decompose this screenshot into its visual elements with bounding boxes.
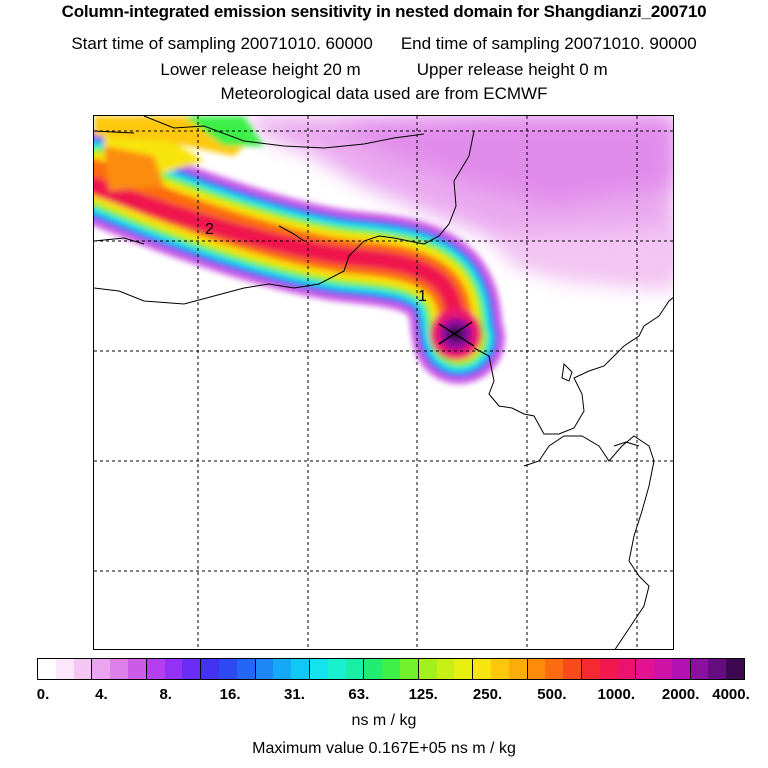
colorbar-segment bbox=[671, 659, 690, 679]
colorbar-segment bbox=[472, 659, 491, 679]
colorbar-segment bbox=[580, 659, 600, 679]
plume-label-1: 1 bbox=[418, 288, 427, 305]
end-time-label: End time of sampling 20071010. 90000 bbox=[400, 34, 697, 53]
colorbar-segment bbox=[291, 659, 309, 679]
colorbar-segment bbox=[490, 659, 509, 679]
maximum-value-label: Maximum value 0.167E+05 ns m / kg bbox=[252, 740, 516, 757]
colorbar-segment bbox=[327, 659, 346, 679]
colorbar-segment bbox=[345, 659, 364, 679]
colorbar-segment bbox=[145, 659, 165, 679]
colorbar-segment bbox=[182, 659, 201, 679]
sampling-time-line: Start time of sampling 20071010. 60000 En… bbox=[0, 34, 768, 54]
colorbar bbox=[37, 658, 745, 680]
colorbar-segment bbox=[55, 659, 74, 679]
colorbar-segment bbox=[236, 659, 255, 679]
colorbar-segment bbox=[708, 659, 727, 679]
colorbar-segment bbox=[545, 659, 564, 679]
colorbar-segment bbox=[218, 659, 237, 679]
colorbar-segment bbox=[526, 659, 546, 679]
colorbar-tick-label: 8. bbox=[159, 686, 172, 703]
colorbar-segment bbox=[308, 659, 328, 679]
colorbar-segment bbox=[38, 659, 56, 679]
colorbar-tick-label: 125. bbox=[408, 686, 438, 703]
colorbar-segment bbox=[110, 659, 128, 679]
colorbar-segment bbox=[254, 659, 274, 679]
colorbar-tick-label: 4000. bbox=[712, 686, 750, 703]
colorbar-segment bbox=[399, 659, 418, 679]
lat-lon-grid bbox=[94, 116, 673, 649]
plume-label-2: 2 bbox=[205, 221, 214, 238]
colorbar-tick-label: 16. bbox=[219, 686, 241, 703]
lower-release-label: Lower release height 20 m bbox=[160, 60, 361, 79]
receptor-marker-icon bbox=[438, 321, 475, 347]
colorbar-segment bbox=[689, 659, 709, 679]
colorbar-segment bbox=[127, 659, 146, 679]
colorbar-tick-label: 31. bbox=[284, 686, 305, 703]
colorbar-segment bbox=[164, 659, 183, 679]
colorbar-segment bbox=[417, 659, 437, 679]
colorbar-segment bbox=[73, 659, 92, 679]
sensitivity-plume bbox=[94, 116, 505, 384]
colorbar-tick-label: 250. bbox=[472, 686, 503, 703]
map-panel: 1 2 bbox=[93, 115, 674, 650]
colorbar-tick-label: 0. bbox=[36, 686, 50, 703]
colorbar-tick-label: 2000. bbox=[661, 686, 700, 703]
colorbar-tick-label: 63. bbox=[348, 686, 370, 703]
colorbar-segment bbox=[273, 659, 292, 679]
upper-release-label: Upper release height 0 m bbox=[416, 60, 608, 79]
colorbar-segment bbox=[635, 659, 655, 679]
figure-title: Column-integrated emission sensitivity i… bbox=[61, 2, 707, 21]
colorbar-segment bbox=[654, 659, 672, 679]
colorbar-units: ns m / kg bbox=[351, 712, 417, 729]
colorbar-segment bbox=[436, 659, 455, 679]
colorbar-segment bbox=[726, 659, 745, 679]
colorbar-segment bbox=[363, 659, 383, 679]
colorbar-tick-label: 4. bbox=[95, 686, 108, 703]
colorbar-segment bbox=[563, 659, 581, 679]
met-data-label: Meteorological data used are from ECMWF bbox=[220, 84, 548, 103]
colorbar-segment bbox=[508, 659, 527, 679]
start-time-label: Start time of sampling 20071010. 60000 bbox=[71, 34, 373, 53]
colorbar-segment bbox=[599, 659, 618, 679]
colorbar-segment bbox=[382, 659, 400, 679]
colorbar-tick-label: 1000. bbox=[597, 686, 636, 703]
colorbar-segment bbox=[91, 659, 111, 679]
colorbar-tick-label: 500. bbox=[537, 686, 567, 703]
map-svg: 1 2 bbox=[94, 116, 673, 649]
colorbar-segment bbox=[200, 659, 219, 679]
release-height-line: Lower release height 20 m Upper release h… bbox=[0, 60, 768, 80]
colorbar-segment bbox=[617, 659, 636, 679]
coastlines-and-borders bbox=[94, 116, 673, 649]
colorbar-segment bbox=[454, 659, 473, 679]
background-sensitivity-field bbox=[244, 116, 673, 291]
